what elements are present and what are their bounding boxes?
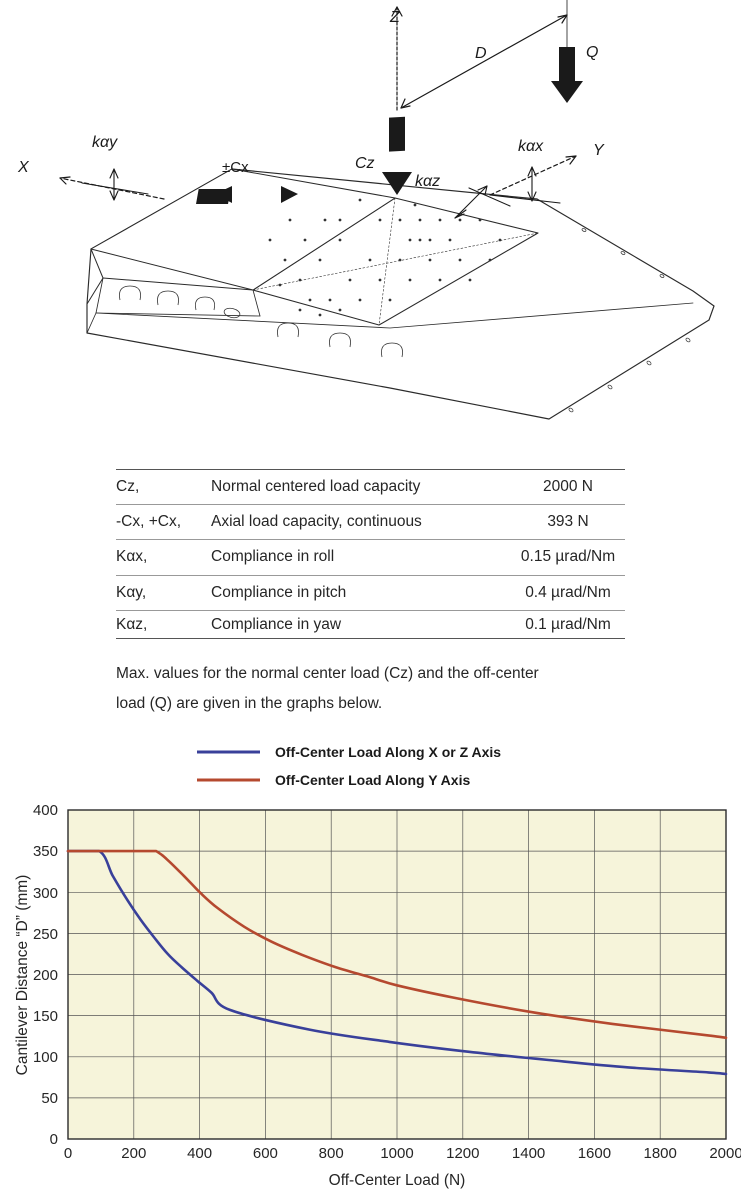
svg-text:1800: 1800 xyxy=(644,1145,677,1162)
svg-text:Cantilever Distance “D” (mm): Cantilever Distance “D” (mm) xyxy=(14,875,31,1076)
svg-text:300: 300 xyxy=(33,885,58,902)
svg-text:50: 50 xyxy=(41,1090,58,1107)
svg-text:350: 350 xyxy=(33,843,58,860)
svg-text:200: 200 xyxy=(33,967,58,984)
svg-text:0: 0 xyxy=(50,1131,58,1148)
svg-text:1200: 1200 xyxy=(446,1145,479,1162)
svg-text:250: 250 xyxy=(33,926,58,943)
svg-text:600: 600 xyxy=(253,1145,278,1162)
svg-text:400: 400 xyxy=(187,1145,212,1162)
svg-text:100: 100 xyxy=(33,1049,58,1066)
svg-text:1000: 1000 xyxy=(380,1145,413,1162)
svg-text:400: 400 xyxy=(33,802,58,819)
svg-text:150: 150 xyxy=(33,1008,58,1025)
svg-text:1600: 1600 xyxy=(578,1145,611,1162)
svg-text:0: 0 xyxy=(64,1145,72,1162)
svg-text:200: 200 xyxy=(121,1145,146,1162)
svg-text:800: 800 xyxy=(319,1145,344,1162)
svg-text:Off-Center Load (N): Off-Center Load (N) xyxy=(329,1172,466,1189)
svg-text:1400: 1400 xyxy=(512,1145,545,1162)
svg-text:2000: 2000 xyxy=(709,1145,741,1162)
